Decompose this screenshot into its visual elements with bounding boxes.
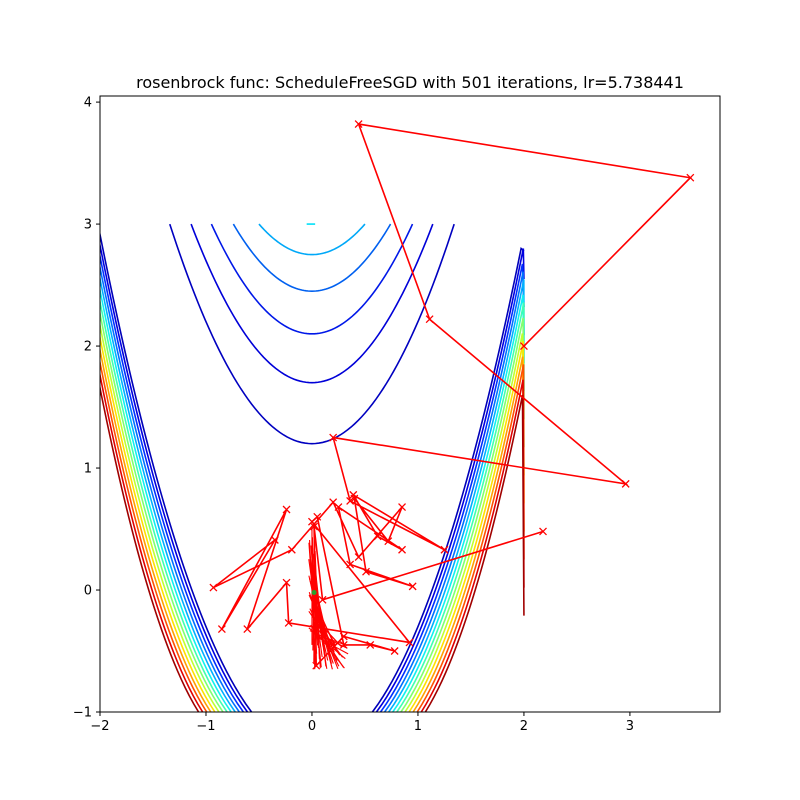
trajectory-point bbox=[350, 494, 359, 503]
contour-line bbox=[100, 241, 249, 712]
trajectory-segment bbox=[314, 635, 349, 655]
contour-line bbox=[404, 333, 525, 712]
x-tick-label: 1 bbox=[414, 719, 422, 734]
trajectory-point bbox=[398, 545, 407, 554]
y-tick-label: 3 bbox=[84, 218, 92, 233]
trajectory-point bbox=[405, 638, 414, 647]
trajectory-point bbox=[339, 632, 348, 641]
contour-line bbox=[400, 317, 525, 712]
contour-line bbox=[412, 356, 525, 712]
contour-line bbox=[100, 274, 236, 712]
x-tick-label: −2 bbox=[90, 719, 109, 734]
trajectory-point bbox=[346, 497, 355, 505]
trajectory-point bbox=[354, 120, 363, 129]
x-tick-label: 2 bbox=[520, 719, 528, 734]
x-axis: −2 −1 0 1 2 3 bbox=[90, 712, 634, 734]
y-tick-label: −1 bbox=[73, 706, 92, 721]
trajectory-point bbox=[329, 498, 338, 507]
x-tick-label: 0 bbox=[308, 719, 316, 734]
trajectory-segment bbox=[314, 602, 338, 661]
contour-line bbox=[100, 333, 216, 712]
contour-line bbox=[100, 371, 204, 712]
contour-line bbox=[100, 230, 253, 712]
contour-line bbox=[408, 341, 525, 712]
trajectory-point bbox=[408, 582, 417, 591]
contour-line bbox=[392, 294, 525, 712]
contour-line bbox=[100, 263, 240, 712]
contour-line bbox=[190, 223, 434, 384]
x-tick-label: 3 bbox=[626, 719, 634, 734]
trajectory-point bbox=[313, 512, 322, 521]
y-tick-label: 1 bbox=[84, 462, 92, 477]
trajectory-point bbox=[362, 567, 370, 576]
trajectory-point bbox=[686, 173, 695, 182]
chart-title: rosenbrock func: ScheduleFreeSGD with 50… bbox=[136, 73, 684, 92]
trajectory-segment bbox=[310, 624, 345, 669]
contour-line bbox=[210, 223, 414, 335]
trajectory-point bbox=[373, 532, 382, 541]
contour-line bbox=[424, 395, 525, 712]
trajectory-point bbox=[440, 545, 449, 554]
plot-frame bbox=[99, 95, 721, 713]
trajectory-point bbox=[384, 537, 393, 546]
trajectory-point bbox=[243, 625, 252, 634]
trajectory-point bbox=[310, 522, 319, 531]
trajectory-point bbox=[217, 625, 226, 634]
contour-line bbox=[100, 346, 212, 712]
y-axis: −1 0 1 2 3 4 bbox=[73, 96, 100, 721]
trajectory-point bbox=[209, 583, 218, 592]
trajectory-segment bbox=[312, 632, 348, 646]
contour-line bbox=[100, 252, 245, 712]
y-tick-label: 0 bbox=[84, 584, 92, 599]
trajectory-layer bbox=[209, 120, 695, 670]
contour-line bbox=[388, 279, 525, 712]
contour-line bbox=[258, 223, 366, 256]
trajectory-point bbox=[282, 578, 291, 587]
contour-line bbox=[375, 248, 525, 712]
contour-line bbox=[100, 358, 208, 712]
trajectory-point bbox=[270, 536, 279, 544]
contour-line bbox=[100, 297, 228, 712]
contour-line bbox=[100, 286, 232, 712]
trajectory-point bbox=[346, 560, 355, 569]
contour-layer bbox=[100, 223, 525, 712]
y-tick-label: 4 bbox=[84, 96, 92, 111]
x-tick-label: −1 bbox=[196, 719, 215, 734]
contour-line bbox=[100, 383, 200, 712]
trajectory-point bbox=[519, 342, 528, 351]
contour-line bbox=[100, 309, 224, 712]
contour-line bbox=[416, 364, 525, 712]
convergence-cluster bbox=[308, 529, 349, 670]
trajectory-point bbox=[287, 545, 296, 554]
contour-line bbox=[379, 263, 525, 712]
plot-area bbox=[99, 95, 721, 713]
contour-line bbox=[371, 246, 525, 712]
contour-line bbox=[100, 321, 220, 712]
contour-line bbox=[232, 223, 392, 292]
trajectory-point bbox=[539, 527, 547, 536]
contour-line bbox=[420, 379, 525, 712]
trajectory-point bbox=[366, 640, 375, 649]
y-tick-label: 2 bbox=[84, 340, 92, 355]
contour-line bbox=[396, 302, 525, 712]
trajectory-segment bbox=[308, 611, 341, 656]
trajectory-point bbox=[329, 433, 338, 442]
trajectory-point bbox=[621, 479, 630, 488]
trajectory-point bbox=[398, 503, 407, 512]
trajectory-point bbox=[282, 505, 291, 514]
trajectory-point bbox=[284, 618, 293, 627]
trajectory-point bbox=[390, 647, 399, 655]
trajectory-point bbox=[318, 595, 327, 604]
final-point bbox=[311, 589, 317, 595]
trajectory-point bbox=[312, 661, 321, 670]
contour-line bbox=[383, 271, 525, 712]
contour-line bbox=[169, 223, 455, 445]
trajectory-point bbox=[354, 553, 363, 562]
trajectory-point bbox=[425, 315, 434, 324]
